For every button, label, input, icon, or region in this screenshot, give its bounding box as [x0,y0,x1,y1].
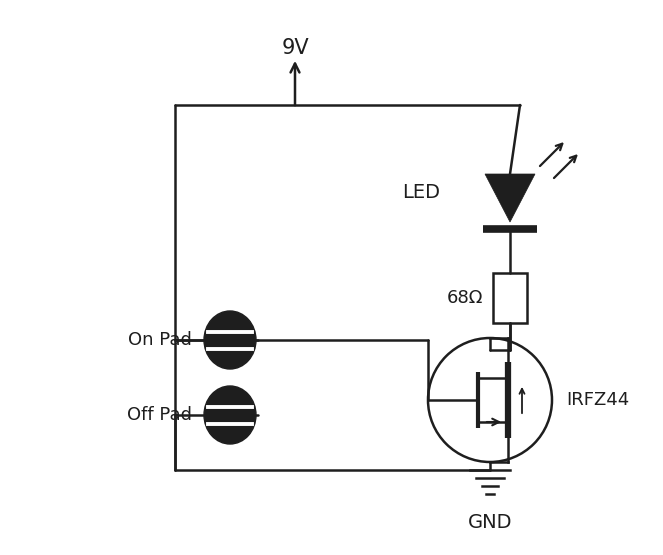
Bar [493,273,527,323]
Text: IRFZ44: IRFZ44 [566,391,629,409]
Text: Off Pad: Off Pad [127,406,192,424]
Text: 68Ω: 68Ω [447,289,483,307]
Text: On Pad: On Pad [128,331,192,349]
Text: 9V: 9V [281,38,309,58]
Text: LED: LED [402,184,440,203]
Circle shape [428,338,552,462]
Ellipse shape [204,311,256,369]
Ellipse shape [204,386,256,444]
Text: GND: GND [468,513,512,532]
Polygon shape [485,174,535,222]
